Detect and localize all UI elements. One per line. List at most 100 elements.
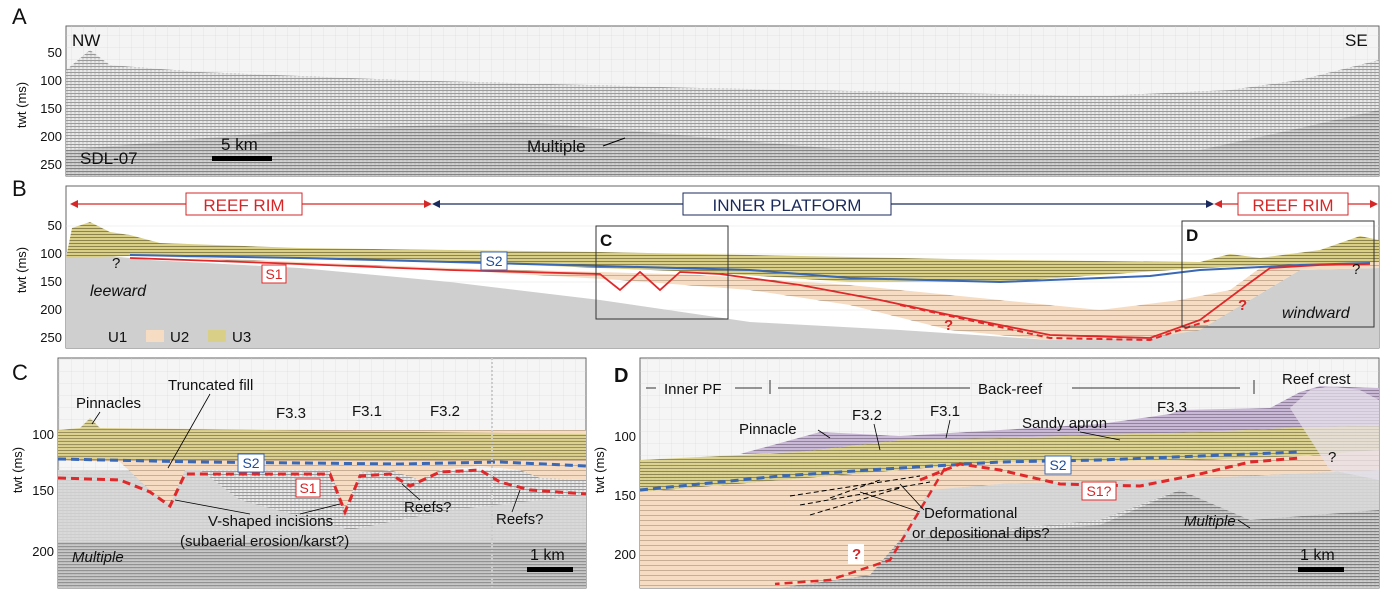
unit-legend: U1 U2 U3 bbox=[84, 329, 251, 346]
multiple-label: Multiple bbox=[527, 137, 586, 156]
sandy-apron-label: Sandy apron bbox=[1022, 415, 1107, 432]
panel-a-multiple-band bbox=[66, 110, 1379, 176]
box-d-label: D bbox=[1186, 226, 1198, 245]
panel-c: C twt (ms) 100 150 200 Pinnacles Truncat… bbox=[10, 357, 587, 589]
pinnacle-label: Pinnacle bbox=[739, 421, 797, 438]
box-c-label: C bbox=[600, 231, 612, 250]
panel-b-question-3: ? bbox=[1238, 297, 1247, 314]
panel-d-tick: 150 bbox=[614, 488, 636, 503]
panel-d-u1 bbox=[900, 470, 1379, 540]
panel-c-s1-label: S1 bbox=[299, 480, 316, 496]
panel-d-purple-unit bbox=[740, 386, 1379, 454]
panel-d-u3 bbox=[640, 425, 1379, 492]
panel-d-s2-line bbox=[639, 450, 1301, 492]
panel-d-f33-label: F3.3 bbox=[1157, 399, 1187, 416]
panel-a-tick: 100 bbox=[40, 73, 62, 88]
f31-label: F3.1 bbox=[352, 403, 382, 420]
reefs-label-2: Reefs? bbox=[496, 511, 544, 528]
reef-rim-left-label: REEF RIM bbox=[203, 196, 284, 215]
f33-label: F3.3 bbox=[276, 405, 306, 422]
panel-c-tick: 100 bbox=[32, 427, 54, 442]
unit-u1 bbox=[66, 252, 1379, 348]
windward-label: windward bbox=[1282, 305, 1351, 322]
reefs-label-1: Reefs? bbox=[404, 499, 452, 516]
box-d-outline bbox=[1181, 220, 1375, 328]
s2-surface-line bbox=[129, 254, 1371, 284]
reef-crest-body bbox=[1290, 386, 1379, 480]
panel-d-scale-bar bbox=[1298, 567, 1344, 572]
reef-rim-right-label: REEF RIM bbox=[1252, 196, 1333, 215]
panel-d-s1-inferred bbox=[774, 467, 947, 586]
legend-label-u3: U3 bbox=[232, 329, 251, 346]
panel-c-multiple bbox=[58, 542, 586, 588]
f32-label: F3.2 bbox=[430, 403, 460, 420]
panel-c-letter: C bbox=[12, 360, 28, 385]
panel-a: A twt (ms) 50 100 150 200 250 NW SE SDL-… bbox=[12, 4, 1380, 177]
panel-a-y-axis: twt (ms) 50 100 150 200 250 bbox=[14, 45, 62, 172]
panel-c-u3 bbox=[58, 418, 586, 460]
panel-d-y-axis: twt (ms) 100 150 200 bbox=[592, 429, 636, 562]
panel-c-scale-label: 1 km bbox=[530, 547, 565, 564]
inner-platform-arrow: INNER PLATFORM bbox=[432, 192, 1214, 216]
scale-bar-label: 5 km bbox=[221, 135, 258, 154]
panel-c-s2-line bbox=[57, 457, 587, 468]
legend-swatch-u1 bbox=[84, 330, 102, 342]
back-reef-label: Back-reef bbox=[978, 381, 1043, 398]
legend-label-u1: U1 bbox=[108, 329, 127, 346]
line-name-label: SDL-07 bbox=[80, 149, 138, 168]
panel-b-y-axis: twt (ms) 50 100 150 200 250 bbox=[14, 218, 62, 345]
zone-brackets bbox=[646, 380, 1255, 394]
panel-b-question-4: ? bbox=[1352, 261, 1360, 278]
panel-b-tick: 200 bbox=[40, 302, 62, 317]
s1-surface-line bbox=[129, 257, 1371, 339]
panel-a-tick: 150 bbox=[40, 101, 62, 116]
legend-label-u2: U2 bbox=[170, 329, 189, 346]
panel-a-tick: 250 bbox=[40, 157, 62, 172]
se-label: SE bbox=[1345, 31, 1368, 50]
panel-d: D twt (ms) 100 150 200 bbox=[592, 357, 1380, 589]
truncated-fill-label: Truncated fill bbox=[168, 377, 253, 394]
v-shaped-label-1: V-shaped incisions bbox=[208, 513, 333, 530]
panel-d-multiple-label: Multiple bbox=[1184, 513, 1236, 530]
panel-b-question-1: ? bbox=[112, 255, 120, 272]
scale-bar bbox=[212, 156, 272, 161]
panel-d-f31-label: F3.1 bbox=[930, 403, 960, 420]
nw-label: NW bbox=[72, 31, 100, 50]
legend-swatch-u3 bbox=[208, 330, 226, 342]
panel-d-question-2: ? bbox=[852, 546, 861, 563]
s1-inferred-line bbox=[899, 304, 1211, 342]
panel-d-s2-label: S2 bbox=[1049, 457, 1066, 473]
deformational-label-2: or depositional dips? bbox=[912, 525, 1050, 542]
panel-c-scale-bar bbox=[527, 567, 573, 572]
panel-d-letter: D bbox=[614, 365, 628, 387]
leeward-label: leeward bbox=[90, 283, 147, 300]
legend-swatch-u2 bbox=[146, 330, 164, 342]
s2-label: S2 bbox=[485, 253, 502, 269]
panel-d-tick: 200 bbox=[614, 547, 636, 562]
reef-rim-right-arrow: REEF RIM bbox=[1214, 192, 1378, 216]
panel-c-tick: 200 bbox=[32, 544, 54, 559]
panel-d-question-1: ? bbox=[1328, 449, 1336, 466]
reef-crest-label: Reef crest bbox=[1282, 371, 1351, 388]
panel-d-s1-label: S1? bbox=[1087, 483, 1112, 499]
panel-a-tick: 200 bbox=[40, 129, 62, 144]
panel-d-scale-label: 1 km bbox=[1300, 547, 1335, 564]
panel-d-u2 bbox=[640, 450, 1379, 588]
panel-b-tick: 250 bbox=[40, 330, 62, 345]
multiple-leader bbox=[602, 137, 626, 147]
inner-pf-label: Inner PF bbox=[664, 381, 722, 398]
deformational-label-1: Deformational bbox=[924, 505, 1017, 522]
box-c-outline bbox=[595, 225, 729, 320]
v-shaped-label-2: (subaerial erosion/karst?) bbox=[180, 533, 349, 550]
panel-b-tick: 50 bbox=[48, 218, 62, 233]
panel-a-tick: 50 bbox=[48, 45, 62, 60]
panel-c-s1-line bbox=[57, 468, 587, 516]
panel-d-f32-label: F3.2 bbox=[852, 407, 882, 424]
panel-b-tick: 150 bbox=[40, 274, 62, 289]
s1-label: S1 bbox=[265, 266, 282, 282]
inner-platform-label: INNER PLATFORM bbox=[713, 196, 862, 215]
panel-c-y-axis: twt (ms) 100 150 200 bbox=[10, 427, 54, 559]
unit-u3 bbox=[66, 222, 1379, 282]
panel-c-multiple-label: Multiple bbox=[72, 549, 124, 566]
